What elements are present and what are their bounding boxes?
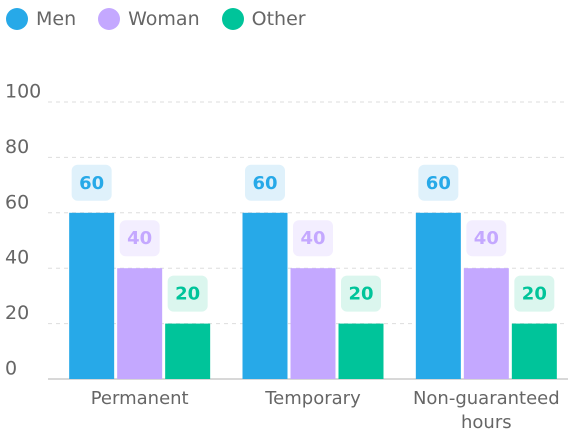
value-label: 40	[300, 228, 325, 249]
x-tick-label: Temporary	[265, 388, 361, 409]
value-label: 40	[474, 228, 499, 249]
value-label-bg	[167, 275, 208, 312]
legend-swatch	[98, 8, 121, 30]
y-tick-label: 100	[5, 81, 41, 103]
bar	[511, 323, 557, 379]
legend: Men Woman Other	[6, 8, 306, 30]
legend-label: Men	[36, 8, 77, 30]
value-label-bg	[466, 220, 507, 257]
legend-item: Other	[221, 8, 306, 30]
y-tick-label: 20	[5, 302, 29, 324]
legend-label: Other	[251, 8, 306, 30]
legend-swatch	[6, 8, 28, 30]
bar	[69, 212, 115, 379]
y-tick-label: 80	[5, 136, 29, 158]
value-label-bg	[418, 164, 459, 201]
legend-label: Woman	[128, 8, 200, 30]
bar	[463, 268, 509, 379]
bar	[415, 212, 461, 379]
value-label-bg	[293, 220, 333, 257]
value-label: 20	[175, 284, 200, 305]
value-label: 20	[522, 284, 547, 305]
bar	[338, 323, 384, 379]
y-tick-label: 40	[5, 247, 29, 269]
value-label: 20	[348, 284, 373, 305]
value-label-bg	[341, 275, 381, 312]
value-label-bg	[514, 275, 555, 312]
value-label: 60	[252, 173, 277, 194]
bar	[242, 212, 288, 379]
legend-item: Men	[6, 8, 76, 30]
x-tick-label-box: Permanent	[90, 388, 189, 409]
x-tick-label: Permanent	[90, 388, 189, 409]
y-tick-label: 60	[5, 191, 29, 213]
value-label-bg	[71, 164, 112, 201]
bar	[165, 323, 211, 379]
x-tick-label-box: Temporary	[265, 388, 361, 409]
legend-item: Woman	[98, 8, 200, 30]
x-tick-label-box: Non-guaranteed hours	[412, 388, 560, 433]
x-tick-label: Non-guaranteed hours	[412, 388, 560, 433]
bar	[290, 268, 336, 379]
value-label-bg	[245, 164, 285, 201]
value-label: 60	[426, 173, 451, 194]
value-label: 40	[127, 228, 152, 249]
bar	[117, 268, 163, 379]
legend-swatch	[221, 8, 244, 30]
y-tick-label: 0	[5, 358, 17, 380]
value-label-bg	[119, 220, 160, 257]
value-label: 60	[79, 173, 104, 194]
